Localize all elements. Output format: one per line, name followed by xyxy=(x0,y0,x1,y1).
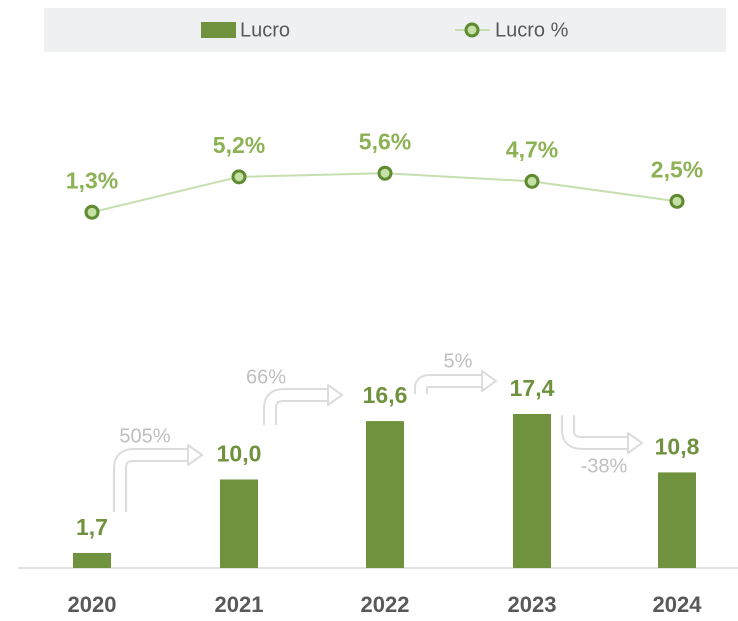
legend-marker xyxy=(464,22,480,38)
legend-label: Lucro xyxy=(240,19,290,41)
x-tick-label: 2020 xyxy=(68,592,117,617)
line-label: 1,3% xyxy=(66,167,118,193)
arrow-head xyxy=(327,384,343,406)
growth-label: -38% xyxy=(581,455,628,477)
legend-label: Lucro % xyxy=(495,19,569,41)
arrow xyxy=(115,450,190,512)
legend-box xyxy=(44,8,726,52)
bar xyxy=(513,414,551,568)
growth-label: 5% xyxy=(444,350,473,372)
arrow xyxy=(113,448,190,512)
line-label: 5,6% xyxy=(359,128,411,154)
bar xyxy=(658,472,696,568)
bar xyxy=(220,479,258,568)
arrow-head xyxy=(481,370,497,392)
growth-label: 505% xyxy=(119,425,170,447)
arrow xyxy=(416,376,484,394)
line-marker xyxy=(84,204,100,220)
line-marker xyxy=(524,173,540,189)
x-tick-label: 2024 xyxy=(653,592,703,617)
arrow-head xyxy=(627,432,643,454)
line-marker xyxy=(231,169,247,185)
line-marker xyxy=(669,193,685,209)
line-label: 2,5% xyxy=(651,156,703,182)
line-label: 4,7% xyxy=(506,136,558,162)
arrows xyxy=(113,370,643,512)
bar-label: 17,4 xyxy=(510,375,555,401)
legend-swatch xyxy=(201,22,236,38)
x-tick-label: 2021 xyxy=(215,592,264,617)
x-tick-label: 2022 xyxy=(361,592,410,617)
bar-label: 16,6 xyxy=(363,382,408,408)
bar-label: 10,0 xyxy=(217,441,262,467)
bar-label: 10,8 xyxy=(655,433,700,459)
line-marker xyxy=(377,165,393,181)
arrow xyxy=(563,415,630,448)
line-label: 5,2% xyxy=(213,132,265,158)
bar xyxy=(73,552,111,568)
arrow-head xyxy=(187,444,203,466)
growth-label: 66% xyxy=(246,366,286,388)
arrow xyxy=(265,390,330,425)
bar-label: 1,7 xyxy=(76,514,108,540)
bar xyxy=(366,421,404,568)
x-tick-label: 2023 xyxy=(508,592,557,617)
